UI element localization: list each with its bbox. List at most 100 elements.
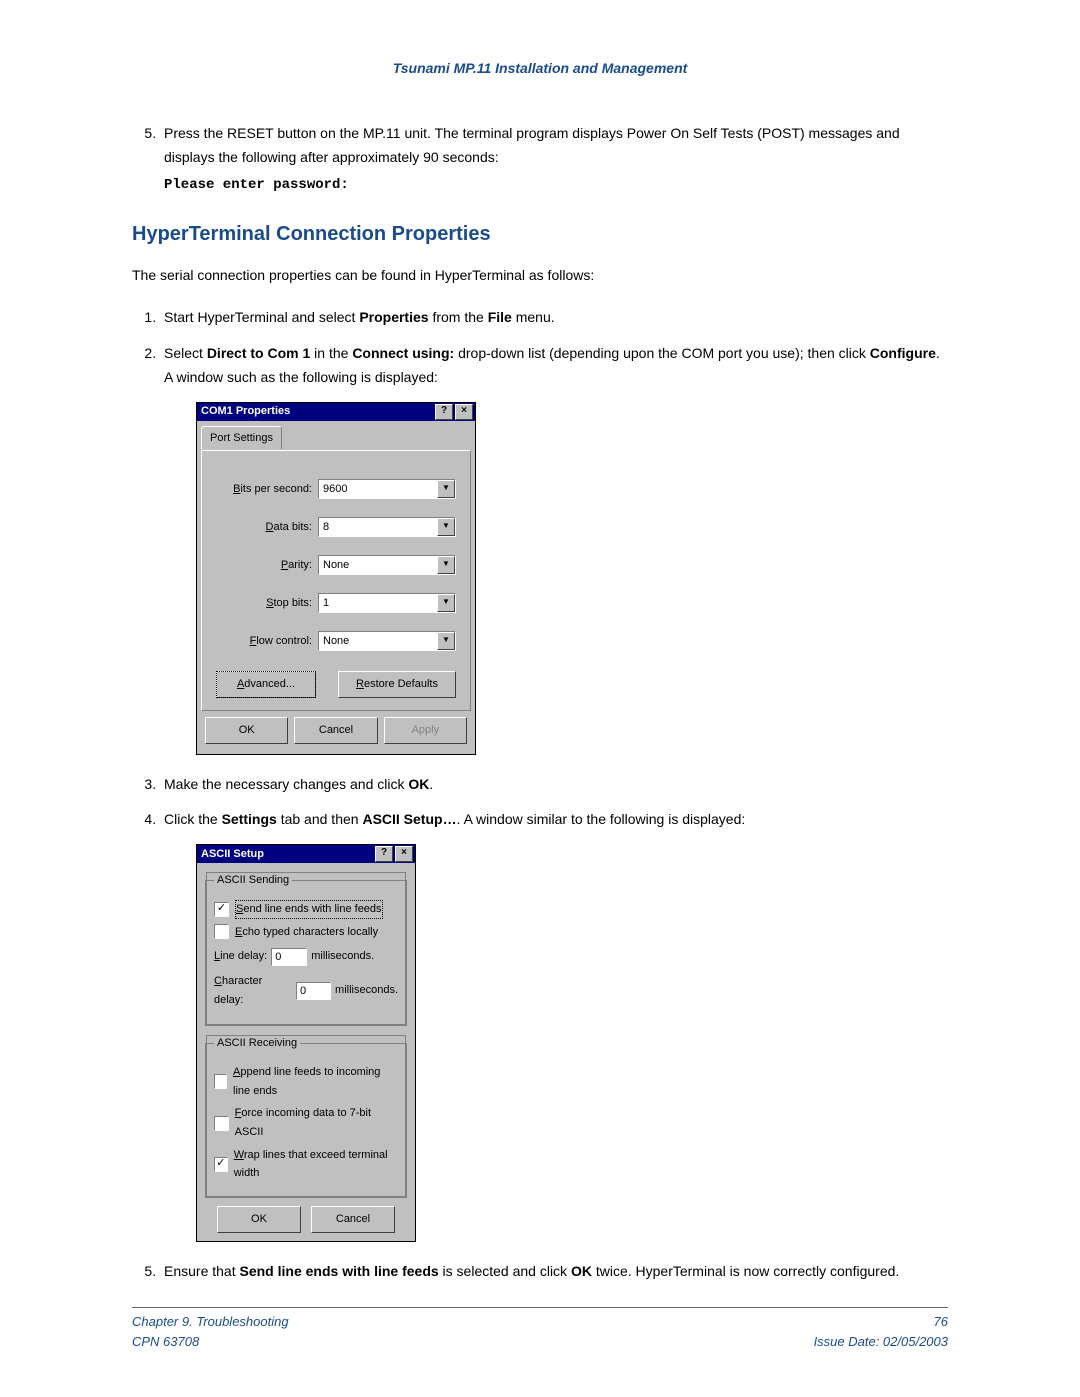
t: Make the necessary changes and click	[164, 776, 408, 792]
label-ms2: milliseconds.	[335, 981, 398, 1000]
chevron-down-icon[interactable]: ▼	[437, 556, 455, 574]
restore-defaults-button[interactable]: Restore Defaults	[338, 671, 456, 698]
step-5-top: Press the RESET button on the MP.11 unit…	[160, 122, 948, 197]
combo-parity-value: None	[319, 556, 437, 575]
t: is selected and click	[439, 1263, 571, 1279]
combo-stopbits-value: 1	[319, 594, 437, 613]
ok-button[interactable]: OK	[217, 1206, 301, 1233]
t: Click the	[164, 811, 222, 827]
footer-rule	[132, 1307, 948, 1308]
t: File	[488, 309, 512, 325]
step-3: Make the necessary changes and click OK.	[160, 773, 948, 797]
label-line-delay: Line delay:	[214, 947, 267, 966]
dialog-titlebar: ASCII Setup ? ×	[197, 845, 415, 863]
document-header: Tsunami MP.11 Installation and Managemen…	[132, 60, 948, 76]
t: ASCII Setup…	[362, 811, 456, 827]
checkbox-send-line-ends[interactable]: ✓	[214, 902, 229, 917]
t: tab and then	[277, 811, 363, 827]
combo-flow[interactable]: None ▼	[318, 631, 456, 651]
t: OK	[408, 776, 429, 792]
help-button[interactable]: ?	[375, 846, 393, 862]
chevron-down-icon[interactable]: ▼	[437, 480, 455, 498]
close-button[interactable]: ×	[455, 404, 473, 420]
combo-databits[interactable]: 8 ▼	[318, 517, 456, 537]
combo-parity[interactable]: None ▼	[318, 555, 456, 575]
t: from the	[429, 309, 488, 325]
help-button[interactable]: ?	[435, 404, 453, 420]
tab-panel: Bits per second: 9600 ▼ Data bits: 8 ▼	[201, 450, 471, 711]
t: .	[429, 776, 433, 792]
t: Send line ends with line feeds	[240, 1263, 439, 1279]
checkbox-force7bit[interactable]	[214, 1116, 229, 1131]
combo-databits-value: 8	[319, 518, 437, 537]
t: . A window similar to the following is d…	[457, 811, 746, 827]
checkbox-append[interactable]	[214, 1074, 227, 1089]
footer-chapter: Chapter 9. Troubleshooting	[132, 1312, 289, 1332]
combo-bps[interactable]: 9600 ▼	[318, 479, 456, 499]
label-bps: Bits per second:	[216, 480, 318, 499]
checkbox-wrap[interactable]: ✓	[214, 1157, 228, 1172]
section-heading: HyperTerminal Connection Properties	[132, 223, 948, 246]
dialog-title: ASCII Setup	[201, 845, 264, 864]
group-ascii-receiving: ASCII Receiving Append line feeds to inc…	[205, 1034, 407, 1198]
group-ascii-sending: ASCII Sending ✓ Send line ends with line…	[205, 871, 407, 1026]
footer-cpn: CPN 63708	[132, 1332, 199, 1352]
t: Start HyperTerminal and select	[164, 309, 359, 325]
t: Direct to Com 1	[207, 345, 310, 361]
label-wrap: Wrap lines that exceed terminal width	[234, 1146, 398, 1183]
label-append: Append line feeds to incoming line ends	[233, 1063, 398, 1100]
close-button[interactable]: ×	[395, 846, 413, 862]
dialog-titlebar: COM1 Properties ? ×	[197, 403, 475, 421]
input-char-delay[interactable]: 0	[296, 982, 331, 1000]
t: Connect using:	[352, 345, 454, 361]
input-line-delay[interactable]: 0	[271, 948, 307, 966]
chevron-down-icon[interactable]: ▼	[437, 518, 455, 536]
footer-pageno: 76	[934, 1312, 948, 1332]
ascii-setup-dialog: ASCII Setup ? × ASCII Sending ✓ Send lin…	[196, 844, 416, 1242]
label-flow: Flow control:	[216, 632, 318, 651]
ok-button[interactable]: OK	[205, 717, 288, 744]
cancel-button[interactable]: Cancel	[294, 717, 377, 744]
label-stopbits: Stop bits:	[216, 594, 318, 613]
step-5-bottom: Ensure that Send line ends with line fee…	[160, 1260, 948, 1284]
label-echo: Echo typed characters locally	[235, 923, 378, 942]
step-2: Select Direct to Com 1 in the Connect us…	[160, 342, 948, 755]
checkbox-echo[interactable]	[214, 924, 229, 939]
chevron-down-icon[interactable]: ▼	[437, 594, 455, 612]
chevron-down-icon[interactable]: ▼	[437, 632, 455, 650]
cancel-button[interactable]: Cancel	[311, 1206, 395, 1233]
t: in the	[310, 345, 352, 361]
com1-properties-dialog: COM1 Properties ? × Port Settings Bits p…	[196, 402, 476, 755]
label-force7bit: Force incoming data to 7-bit ASCII	[235, 1104, 398, 1141]
step5-mono: Please enter password:	[164, 174, 948, 198]
page-footer: Chapter 9. Troubleshooting 76 CPN 63708 …	[132, 1307, 948, 1351]
step5-text: Press the RESET button on the MP.11 unit…	[164, 125, 900, 165]
label-char-delay: Character delay:	[214, 972, 292, 1009]
t: Settings	[222, 811, 277, 827]
t: drop-down list (depending upon the COM p…	[454, 345, 870, 361]
t: menu.	[512, 309, 555, 325]
label-send-line-ends: Send line ends with line feeds	[235, 900, 383, 919]
t: Properties	[359, 309, 428, 325]
apply-button[interactable]: Apply	[384, 717, 467, 744]
label-databits: Data bits:	[216, 518, 318, 537]
label-parity: Parity:	[216, 556, 318, 575]
legend-receiving: ASCII Receiving	[214, 1034, 300, 1053]
step-1: Start HyperTerminal and select Propertie…	[160, 306, 948, 330]
t: twice. HyperTerminal is now correctly co…	[592, 1263, 899, 1279]
combo-stopbits[interactable]: 1 ▼	[318, 593, 456, 613]
t: OK	[571, 1263, 592, 1279]
tab-port-settings[interactable]: Port Settings	[201, 426, 282, 450]
step-4: Click the Settings tab and then ASCII Se…	[160, 808, 948, 1241]
advanced-button[interactable]: Advanced...	[216, 671, 316, 698]
lead-paragraph: The serial connection properties can be …	[132, 264, 948, 288]
t: Configure	[870, 345, 936, 361]
label-ms: milliseconds.	[311, 947, 374, 966]
t: Select	[164, 345, 207, 361]
combo-flow-value: None	[319, 632, 437, 651]
footer-issue: Issue Date: 02/05/2003	[814, 1332, 948, 1352]
t: Ensure that	[164, 1263, 240, 1279]
combo-bps-value: 9600	[319, 480, 437, 499]
legend-sending: ASCII Sending	[214, 871, 292, 890]
dialog-title: COM1 Properties	[201, 402, 290, 421]
